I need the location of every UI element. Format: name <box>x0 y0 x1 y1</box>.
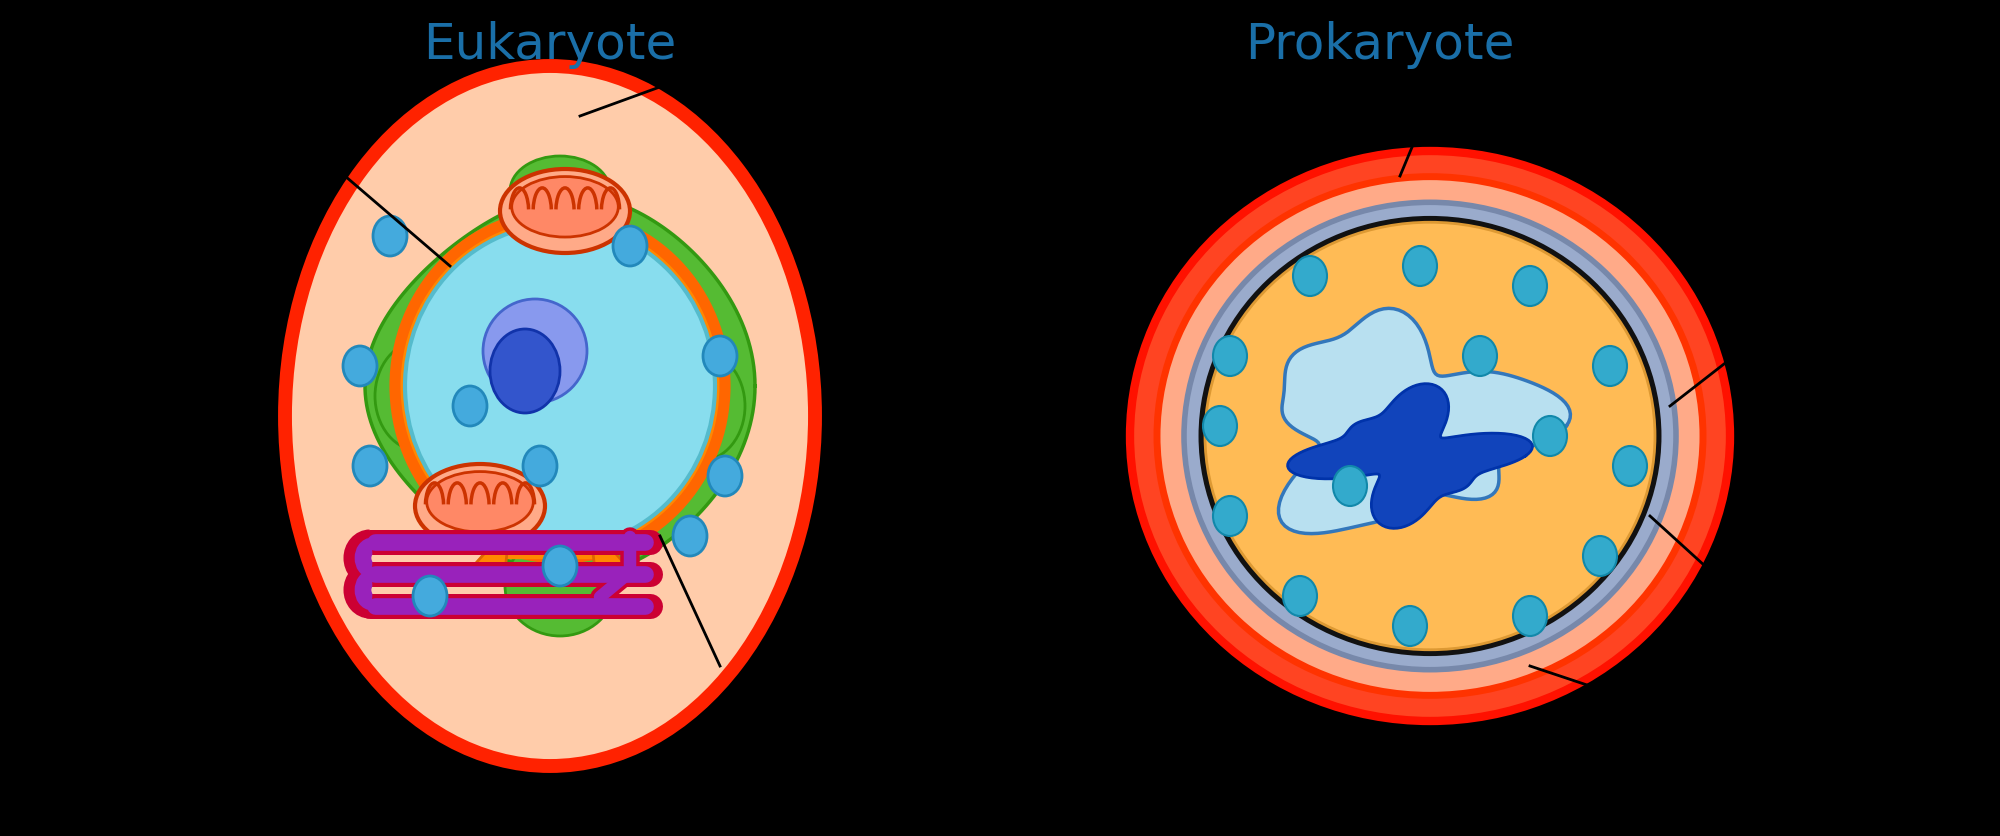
Ellipse shape <box>1392 606 1428 646</box>
Polygon shape <box>366 196 756 577</box>
Ellipse shape <box>524 446 556 486</box>
Ellipse shape <box>1514 596 1548 636</box>
Ellipse shape <box>504 536 616 636</box>
Ellipse shape <box>612 226 648 266</box>
Ellipse shape <box>1584 536 1616 576</box>
Ellipse shape <box>500 169 630 253</box>
Ellipse shape <box>708 456 742 496</box>
Ellipse shape <box>704 336 736 376</box>
Ellipse shape <box>1514 266 1548 306</box>
Polygon shape <box>460 526 640 581</box>
Ellipse shape <box>1212 496 1248 536</box>
Ellipse shape <box>416 464 544 548</box>
Ellipse shape <box>510 156 610 226</box>
Ellipse shape <box>490 329 560 413</box>
Ellipse shape <box>656 351 744 461</box>
Ellipse shape <box>426 472 534 532</box>
Ellipse shape <box>1292 256 1328 296</box>
Ellipse shape <box>1612 446 1648 486</box>
Ellipse shape <box>1592 346 1628 386</box>
Ellipse shape <box>372 216 408 256</box>
Ellipse shape <box>1156 176 1704 696</box>
Ellipse shape <box>512 176 618 237</box>
Ellipse shape <box>1204 406 1236 446</box>
Polygon shape <box>1288 384 1532 528</box>
Text: Prokaryote: Prokaryote <box>1246 21 1514 69</box>
Ellipse shape <box>484 299 588 403</box>
Ellipse shape <box>376 341 464 451</box>
Ellipse shape <box>1284 576 1316 616</box>
Ellipse shape <box>452 386 488 426</box>
Ellipse shape <box>414 576 448 616</box>
Ellipse shape <box>1184 202 1676 670</box>
Ellipse shape <box>396 214 724 558</box>
Ellipse shape <box>404 224 716 548</box>
Ellipse shape <box>1464 336 1496 376</box>
Text: Eukaryote: Eukaryote <box>424 21 676 69</box>
Ellipse shape <box>344 346 376 386</box>
Ellipse shape <box>286 66 816 766</box>
Ellipse shape <box>1332 466 1368 506</box>
Polygon shape <box>1278 308 1570 533</box>
Ellipse shape <box>1204 222 1656 650</box>
Ellipse shape <box>352 446 388 486</box>
Ellipse shape <box>1534 416 1568 456</box>
Ellipse shape <box>1404 246 1436 286</box>
Ellipse shape <box>672 516 708 556</box>
Ellipse shape <box>544 546 576 586</box>
Ellipse shape <box>1212 336 1248 376</box>
Ellipse shape <box>1130 151 1730 721</box>
